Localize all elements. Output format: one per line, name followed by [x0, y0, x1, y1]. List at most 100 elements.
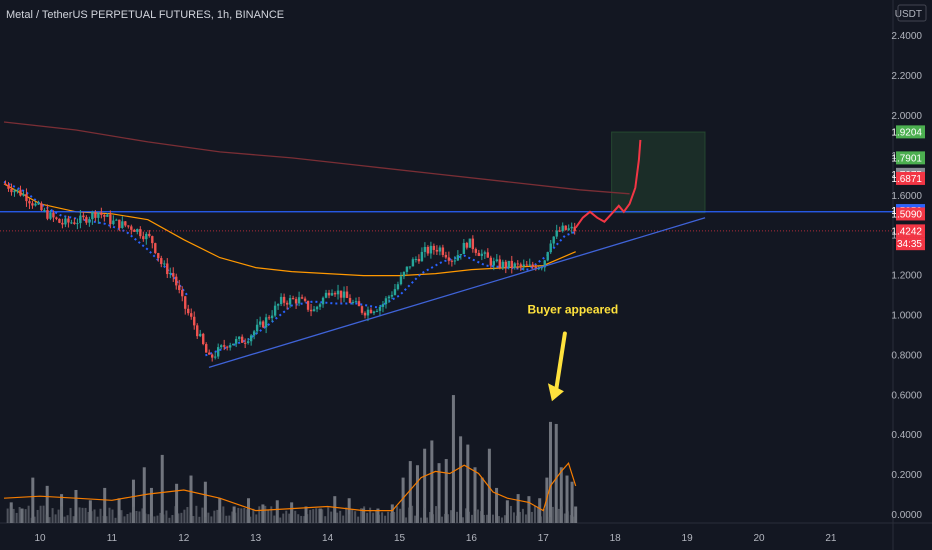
x-tick-label: 18: [610, 533, 622, 544]
x-tick-label: 12: [178, 533, 190, 544]
candle-body: [405, 266, 409, 272]
volume-bar: [207, 512, 210, 523]
volume-bar: [88, 500, 92, 523]
candle-body: [480, 253, 484, 256]
candle-body: [255, 324, 259, 332]
volume-bar: [369, 507, 372, 523]
volume-bar: [74, 489, 78, 523]
candle-body: [330, 293, 334, 296]
volume-bar: [480, 477, 484, 523]
volume-bar: [9, 506, 12, 523]
candle-body: [492, 261, 496, 266]
volume-bar: [336, 512, 339, 523]
candle-body: [342, 291, 346, 298]
volume-bar: [438, 508, 441, 523]
candle-body: [540, 267, 543, 269]
candle-body: [318, 304, 322, 307]
volume-bar: [162, 514, 165, 523]
candle-body: [225, 346, 229, 348]
candle-body: [462, 242, 466, 255]
candle-body: [115, 219, 118, 221]
y-tick-label: 1.0000: [891, 311, 922, 322]
candle-body: [279, 296, 283, 305]
candle-body: [211, 354, 214, 358]
x-tick-label: 13: [250, 533, 262, 544]
volume-bar: [456, 511, 459, 523]
volume-bar: [402, 506, 405, 523]
ascending-trendline[interactable]: [208, 217, 706, 368]
candle-body: [288, 298, 292, 305]
target-zone-box[interactable]: [611, 131, 706, 214]
candle-body: [567, 228, 570, 230]
candle-body: [270, 315, 274, 319]
volume-bar: [282, 513, 285, 523]
candle-body: [124, 221, 127, 226]
candle-body: [91, 212, 94, 220]
candle-body: [103, 214, 106, 217]
volume-bar: [108, 507, 111, 523]
candle-body: [67, 218, 70, 223]
volume-bar: [381, 512, 384, 523]
volume-bar: [232, 506, 236, 523]
volume-bar: [512, 512, 515, 523]
volume-bar: [420, 517, 423, 523]
volume-bar: [237, 507, 240, 523]
candle-body: [267, 317, 271, 319]
candle-body: [447, 257, 451, 261]
candle-body: [549, 243, 552, 253]
x-tick-label: 20: [753, 533, 765, 544]
candle-body: [399, 276, 403, 285]
volume-bar: [417, 516, 420, 523]
candle-body: [136, 229, 139, 232]
candle-body: [202, 333, 205, 345]
candle-body: [522, 264, 525, 267]
volume-bar: [530, 511, 533, 523]
candle-body: [10, 188, 13, 193]
currency-box[interactable]: [897, 4, 927, 22]
volume-bar: [462, 517, 465, 523]
volume-bar: [114, 517, 117, 523]
candle-body: [387, 296, 391, 299]
volume-bar: [494, 510, 497, 523]
candle-body: [483, 252, 487, 254]
candle-body: [76, 223, 79, 225]
volume-bar: [468, 511, 471, 523]
candle-body: [408, 266, 412, 268]
volume-bar: [551, 506, 554, 523]
volume-bar: [78, 507, 81, 523]
candle-body: [477, 252, 481, 256]
volume-bar: [554, 509, 557, 523]
volume-bar: [354, 511, 357, 523]
candle-body: [219, 345, 223, 348]
candle-body: [28, 201, 31, 204]
candle-body: [97, 212, 100, 218]
candle-body: [166, 263, 169, 275]
candle-body: [534, 266, 537, 270]
price-tag-label: 1.4242: [891, 226, 922, 237]
volume-bar: [294, 510, 297, 523]
volume-bar: [12, 508, 15, 523]
y-tick-label: 0.8000: [891, 350, 922, 361]
candle-body: [573, 226, 576, 232]
volume-ma-line: [3, 462, 577, 512]
volume-bar: [570, 481, 574, 523]
volume-bar: [189, 515, 192, 523]
price-tag-label: 1.9204: [891, 127, 922, 138]
candle-body: [208, 352, 211, 355]
volume-bar: [408, 461, 412, 523]
candle-body: [139, 229, 142, 237]
candle-body: [510, 260, 513, 268]
volume-bar: [18, 507, 21, 523]
x-tick-label: 17: [538, 533, 550, 544]
volume-bar: [6, 508, 9, 523]
candle-body: [429, 245, 433, 254]
candle-body: [423, 246, 427, 252]
volume-bar: [234, 512, 237, 523]
x-tick-label: 15: [394, 533, 406, 544]
candle-body: [43, 209, 46, 211]
candle-body: [339, 290, 343, 298]
volume-bar: [539, 516, 542, 523]
candle-body: [495, 259, 499, 262]
